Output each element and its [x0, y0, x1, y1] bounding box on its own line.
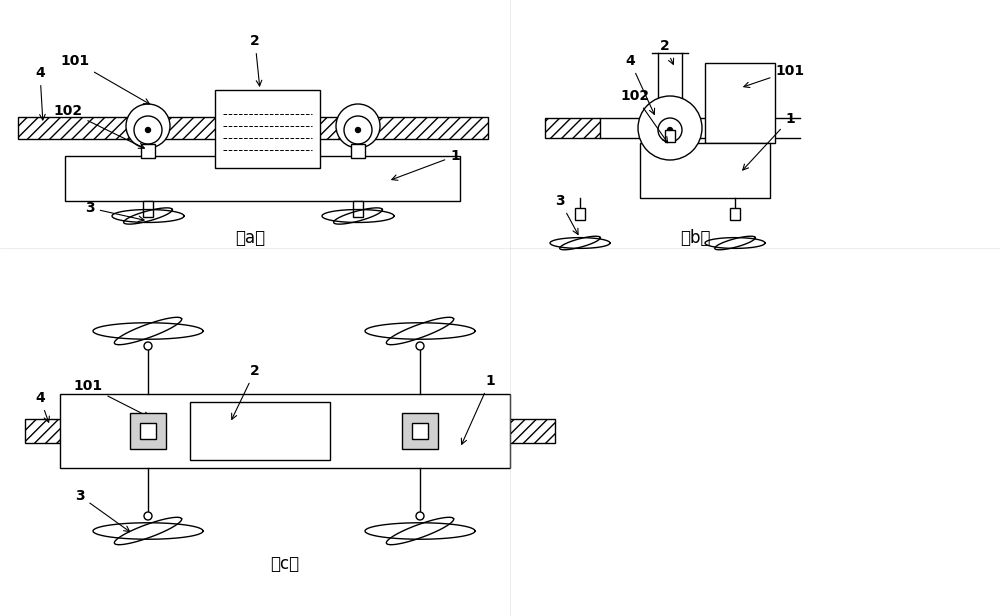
Circle shape: [146, 123, 150, 129]
Bar: [665, 130, 675, 142]
Text: 102: 102: [620, 89, 668, 143]
Bar: [141, 144, 155, 158]
Text: 101: 101: [744, 64, 805, 87]
Bar: [402, 413, 438, 449]
Circle shape: [356, 128, 360, 132]
Circle shape: [638, 96, 702, 160]
Text: 1: 1: [392, 149, 460, 180]
Bar: [140, 423, 156, 439]
Circle shape: [668, 126, 672, 131]
Text: （a）: （a）: [235, 229, 265, 247]
Text: 101: 101: [60, 54, 150, 104]
Bar: [215, 90, 320, 168]
Circle shape: [144, 512, 152, 520]
Text: 2: 2: [232, 364, 260, 419]
Bar: [575, 208, 585, 220]
Bar: [65, 156, 460, 201]
Circle shape: [344, 116, 372, 144]
Bar: [351, 144, 365, 158]
Text: 4: 4: [35, 391, 49, 422]
Circle shape: [146, 128, 150, 132]
Text: 1: 1: [743, 112, 795, 170]
Bar: [640, 143, 770, 198]
Circle shape: [668, 128, 672, 132]
Text: 1: 1: [461, 374, 495, 444]
Bar: [130, 413, 166, 449]
Text: 102: 102: [53, 104, 144, 148]
Circle shape: [416, 512, 424, 520]
Text: 2: 2: [660, 39, 674, 64]
Bar: [25, 419, 555, 443]
Circle shape: [356, 123, 360, 129]
Bar: [190, 402, 330, 460]
Text: 3: 3: [85, 201, 144, 222]
Bar: [60, 394, 510, 468]
Text: 3: 3: [75, 489, 130, 532]
Bar: [705, 63, 775, 143]
Bar: [143, 201, 153, 217]
Circle shape: [144, 342, 152, 350]
Circle shape: [658, 118, 682, 142]
Text: （c）: （c）: [270, 555, 300, 573]
Circle shape: [134, 116, 162, 144]
Circle shape: [336, 104, 380, 148]
Text: 4: 4: [625, 54, 655, 115]
Circle shape: [126, 104, 170, 148]
Circle shape: [665, 123, 675, 133]
Text: 101: 101: [73, 379, 149, 417]
Bar: [545, 118, 600, 138]
Text: 3: 3: [555, 194, 578, 235]
Bar: [412, 423, 428, 439]
Bar: [18, 117, 488, 139]
Text: 2: 2: [250, 34, 262, 86]
Circle shape: [416, 342, 424, 350]
Text: 4: 4: [35, 66, 45, 120]
Bar: [730, 208, 740, 220]
Bar: [353, 201, 363, 217]
Text: （b）: （b）: [680, 229, 710, 247]
